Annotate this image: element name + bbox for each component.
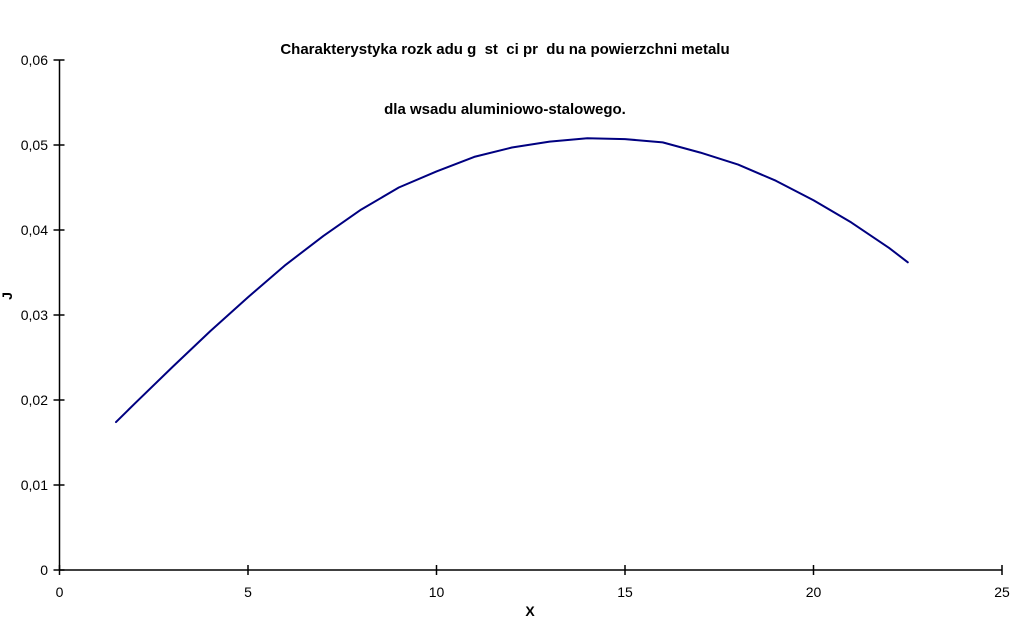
x-tick-label: 25 <box>994 584 1010 600</box>
x-tick-label: 5 <box>244 584 252 600</box>
x-tick-label: 20 <box>805 584 822 600</box>
chart-title-line2: dla wsadu aluminiowo-stalowego. <box>384 101 626 118</box>
y-tick-label: 0,01 <box>20 477 48 493</box>
x-tick-label: 10 <box>428 584 445 600</box>
y-tick-label: 0,05 <box>20 137 48 153</box>
y-tick-label: 0,03 <box>20 307 48 323</box>
data-series-line <box>115 137 909 424</box>
y-tick-label: 0,04 <box>20 222 48 238</box>
x-tick-label: 0 <box>55 584 64 600</box>
y-tick-label: 0 <box>40 562 48 578</box>
y-tick-label: 0,06 <box>20 52 48 68</box>
x-tick-label: 15 <box>617 584 633 600</box>
y-tick-label: 0,02 <box>20 392 48 408</box>
chart-title: Charakterystyka rozk adu g st ci pr du n… <box>0 0 1010 160</box>
x-axis-title: X <box>525 603 535 619</box>
chart-title-line1: Charakterystyka rozk adu g st ci pr du n… <box>280 41 730 58</box>
